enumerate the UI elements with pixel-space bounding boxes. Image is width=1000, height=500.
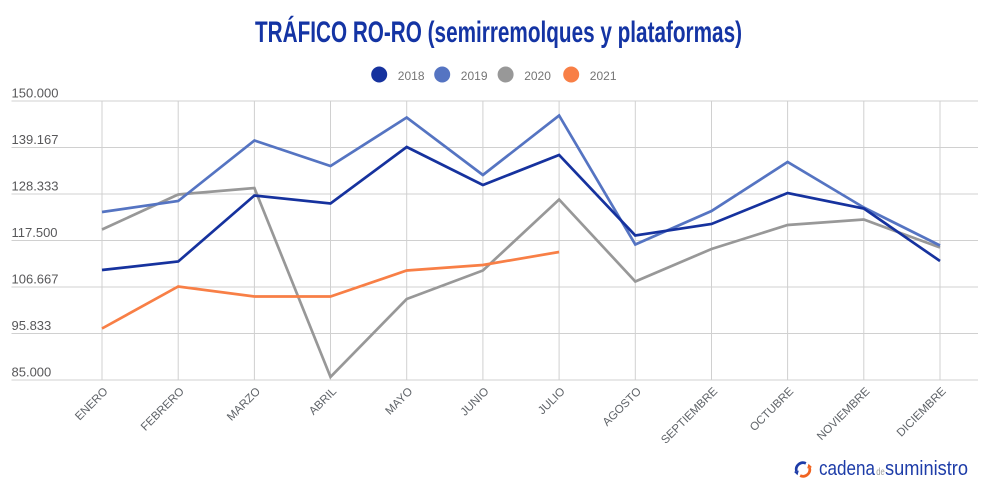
svg-text:2018: 2018 xyxy=(398,69,425,83)
svg-text:95.833: 95.833 xyxy=(12,318,52,333)
svg-text:2019: 2019 xyxy=(461,69,488,83)
svg-text:TRÁFICO RO-RO (semirremolques: TRÁFICO RO-RO (semirremolques y platafor… xyxy=(255,15,742,49)
svg-text:150.000: 150.000 xyxy=(12,86,59,101)
svg-text:117.500: 117.500 xyxy=(12,225,58,240)
svg-text:de: de xyxy=(876,467,885,478)
svg-text:suministro: suministro xyxy=(885,457,968,480)
svg-text:2021: 2021 xyxy=(590,69,617,83)
svg-text:85.000: 85.000 xyxy=(12,365,52,380)
svg-text:106.667: 106.667 xyxy=(12,272,59,287)
svg-text:cadena: cadena xyxy=(819,457,875,480)
svg-text:2020: 2020 xyxy=(524,69,551,83)
svg-text:139.167: 139.167 xyxy=(12,132,59,147)
svg-text:128.333: 128.333 xyxy=(12,179,59,194)
